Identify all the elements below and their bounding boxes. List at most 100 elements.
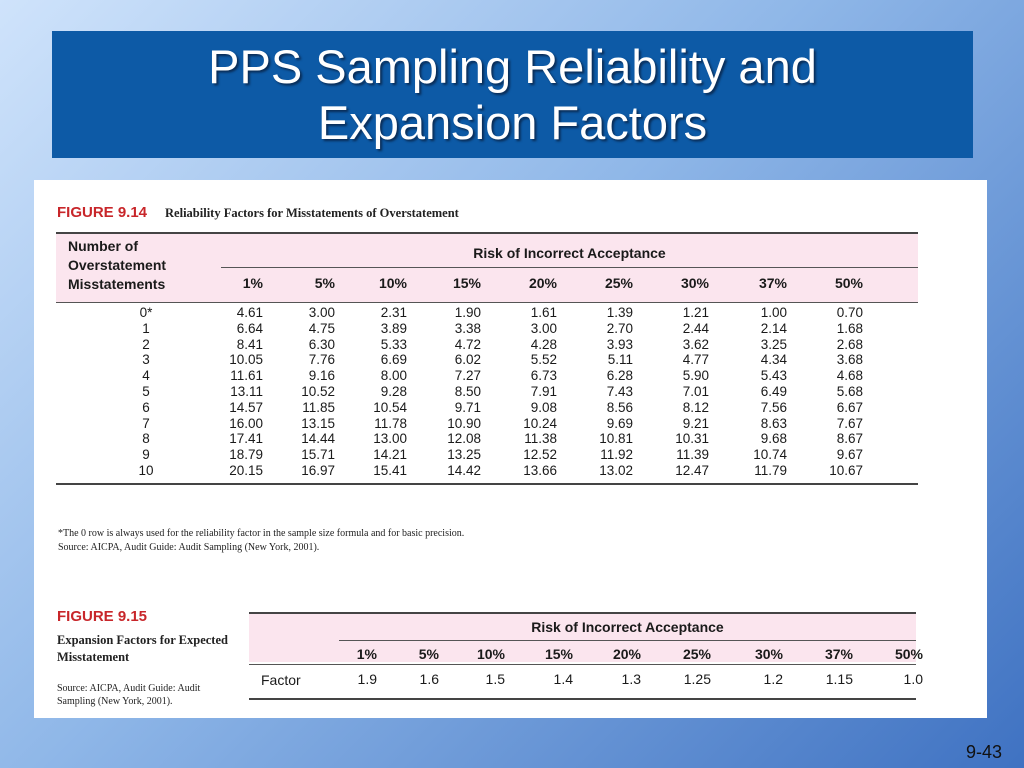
table-cell: 1.21: [682, 305, 709, 320]
table-cell: 3.68: [836, 352, 863, 368]
table-cell: 3.25: [760, 336, 787, 352]
table-cell: 3.93: [606, 336, 633, 352]
table2-column-headers: 1% 5% 10% 15% 20% 25% 30% 37% 50%: [339, 646, 923, 664]
table-cell: 4.75: [308, 320, 335, 336]
table2-header-divider: [339, 640, 916, 641]
table-cell: 6.28: [606, 368, 633, 384]
column-header: 20%: [528, 275, 557, 291]
column-header: 15%: [452, 275, 481, 291]
row-label: 2: [142, 336, 150, 352]
table-cell: 4.72: [454, 336, 481, 352]
table-cell: 2.14: [760, 320, 787, 336]
table-cell: 10.05: [229, 352, 263, 368]
table2-header: Risk of Incorrect Acceptance 1% 5% 10% 15% 2…: [249, 612, 923, 664]
table2-cell: 1.25: [683, 671, 711, 687]
table-cell: 1.39: [606, 305, 633, 320]
table-cell: 10.31: [675, 431, 709, 447]
column-header: 37%: [758, 275, 787, 291]
table2-column-header: 20%: [612, 646, 641, 662]
row-label: 3: [142, 352, 150, 368]
expansion-factors-table: Risk of Incorrect Acceptance 1% 5% 10% 15% 2…: [249, 612, 923, 700]
figure1-label: FIGURE 9.14: [57, 204, 148, 221]
title-bar: PPS Sampling Reliability and Expansion F…: [52, 31, 973, 158]
table-cell: 9.16: [308, 368, 335, 384]
table-cell: 8.67: [836, 431, 863, 447]
table-cell: 12.47: [675, 462, 709, 478]
table-cell: 8.12: [682, 399, 709, 415]
table-cell: 13.02: [599, 462, 633, 478]
slide-number: 9-43: [965, 742, 1002, 762]
row-header-line-2: Overstatement: [68, 257, 167, 273]
table-cell: 17.41: [229, 431, 263, 447]
table2-column-header: 50%: [894, 646, 923, 662]
table2-header-bottom-rule: [249, 664, 916, 665]
table-cell: 1.61: [530, 305, 557, 320]
table2-cell: 1.6: [419, 671, 439, 687]
table-cell: 16.97: [301, 462, 335, 478]
row-header-line-3: Misstatements: [68, 276, 166, 292]
row-label: 6: [142, 399, 150, 415]
table-cell: 16.00: [229, 415, 263, 431]
table-cell: 10.52: [301, 383, 335, 399]
table-row: 10 20.15 16.97 15.41 14.42 13.66 13.02 12.47 11.…: [56, 463, 918, 479]
table-cell: 0.70: [836, 305, 863, 320]
table2-column-header: 1%: [356, 646, 377, 662]
table-cell: 4.77: [682, 352, 709, 368]
table2-bottom-rule: [249, 698, 916, 700]
table-cell: 10.67: [829, 462, 863, 478]
row-label: 8: [142, 431, 150, 447]
table-row: 6 14.57 11.85 10.54 9.71 9.08 8.56 8.12 7.56 6.67: [56, 400, 918, 416]
table-cell: 13.11: [230, 383, 263, 399]
table-cell: 7.27: [454, 368, 481, 384]
risk-header: Risk of Incorrect Acceptance: [473, 245, 666, 261]
table-row: 8 17.41 14.44 13.00 12.08 11.38 10.81 10.31 9.68…: [56, 431, 918, 447]
figure1-caption: Reliability Factors for Misstatements of…: [165, 206, 459, 220]
table2-cell: 1.5: [485, 671, 505, 687]
table-cell: 2.68: [836, 336, 863, 352]
table-cell: 10.74: [753, 447, 787, 463]
table-cell: 6.30: [308, 336, 335, 352]
table-cell: 13.66: [523, 462, 557, 478]
table-cell: 2.70: [606, 320, 633, 336]
table-cell: 10.81: [599, 431, 633, 447]
table-cell: 10.24: [523, 415, 557, 431]
figure-panel: FIGURE 9.14 Reliability Factors for Miss…: [34, 180, 987, 718]
table-cell: 9.68: [760, 431, 787, 447]
figure1-source: Source: AICPA, Audit Guide: Audit Sampli…: [58, 542, 320, 553]
table2-cell: 1.15: [825, 671, 853, 687]
table-cell: 3.00: [530, 320, 557, 336]
table-cell: 12.52: [523, 447, 557, 463]
table-cell: 15.71: [301, 447, 335, 463]
table-row: 1 6.64 4.75 3.89 3.38 3.00 2.70 2.44 2.14 1.68: [56, 321, 918, 337]
table-cell: 14.44: [301, 431, 335, 447]
table-cell: 2.31: [380, 305, 407, 320]
table-cell: 9.28: [380, 383, 407, 399]
table-cell: 13.15: [301, 415, 335, 431]
table-cell: 4.34: [760, 352, 787, 368]
table-cell: 7.43: [606, 383, 633, 399]
table-cell: 7.76: [308, 352, 335, 368]
table-row: 4 11.61 9.16 8.00 7.27 6.73 6.28 5.90 5.43 4.68: [56, 368, 918, 384]
column-header: 30%: [680, 275, 709, 291]
table-cell: 4.28: [530, 336, 557, 352]
table2-cell: 1.2: [763, 671, 783, 687]
row-label: 7: [142, 415, 150, 431]
table-bottom-rule: [56, 483, 918, 485]
table-cell: 5.11: [607, 352, 633, 368]
table2-column-header: 10%: [476, 646, 505, 662]
table-cell: 5.33: [380, 336, 407, 352]
figure2-label: FIGURE 9.15: [57, 608, 148, 625]
table2-column-header: 25%: [682, 646, 711, 662]
table2-column-header: 30%: [754, 646, 783, 662]
figure2-caption: Expansion Factors for Expected Misstatem…: [57, 633, 228, 664]
column-header: 1%: [242, 275, 263, 291]
table-row: 9 18.79 15.71 14.21 13.25 12.52 11.92 11.39 10.7…: [56, 447, 918, 463]
table-cell: 1.00: [760, 305, 787, 320]
header-bottom-rule: [56, 302, 918, 303]
table-row: 3 10.05 7.76 6.69 6.02 5.52 5.11 4.77 4.34 3.68: [56, 352, 918, 368]
table-cell: 8.63: [760, 415, 787, 431]
table-cell: 14.57: [229, 399, 263, 415]
table-cell: 11.78: [374, 415, 407, 431]
table-cell: 3.38: [454, 320, 481, 336]
column-headers: 1% 5% 10% 15% 20% 25% 30% 37% 50%: [221, 275, 918, 297]
